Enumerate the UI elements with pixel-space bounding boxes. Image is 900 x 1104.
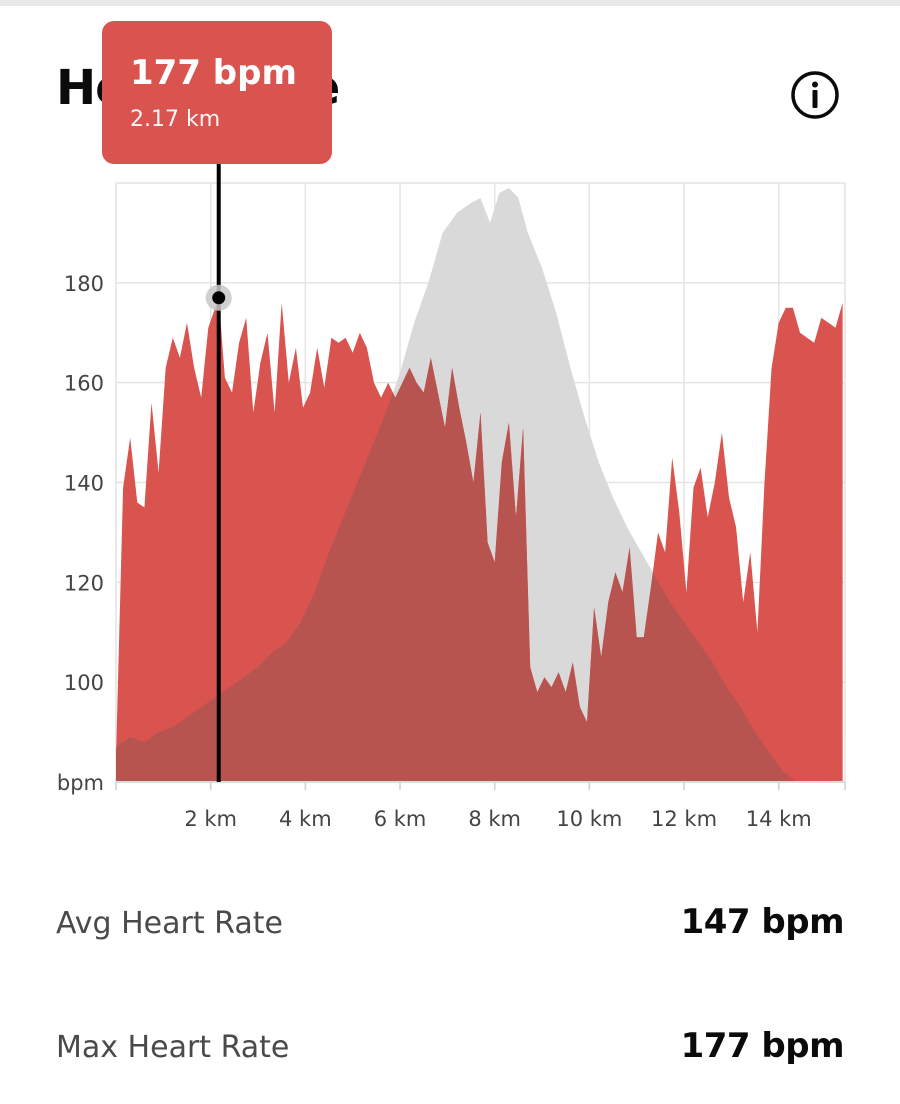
x-tick-label-3: 8 km xyxy=(468,807,521,831)
max-heart-rate-label: Max Heart Rate xyxy=(56,1030,290,1065)
value-tooltip: 177 bpm 2.17 km xyxy=(102,21,332,164)
x-tick-label-2: 6 km xyxy=(374,807,427,831)
info-button[interactable] xyxy=(790,70,840,120)
cursor-marker[interactable] xyxy=(212,291,226,305)
max-heart-rate-row: Max Heart Rate 177 bpm xyxy=(56,1020,845,1080)
y-tick-label-5: 180 xyxy=(64,272,104,296)
tooltip-distance: 2.17 km xyxy=(130,107,221,132)
x-tick-label-4: 10 km xyxy=(556,807,622,831)
info-circle-icon xyxy=(791,71,839,119)
avg-heart-rate-value: 147 bpm xyxy=(680,902,845,942)
y-tick-label-0: bpm xyxy=(57,771,104,795)
y-tick-label-1: 100 xyxy=(64,671,104,695)
heart-rate-chart[interactable]: 2 km 4 km 6 km 8 km 10 km 12 km 14 km bpm 100 12… xyxy=(0,0,900,860)
avg-heart-rate-label: Avg Heart Rate xyxy=(56,906,283,941)
y-axis-ticks: bpm 100 120 140 160 180 xyxy=(57,272,104,795)
x-tick-label-1: 4 km xyxy=(279,807,332,831)
x-axis-ticks: 2 km 4 km 6 km 8 km 10 km 12 km 14 km xyxy=(115,782,846,831)
x-tick-label-5: 12 km xyxy=(651,807,717,831)
y-tick-label-3: 140 xyxy=(64,472,104,496)
y-tick-label-4: 160 xyxy=(64,372,104,396)
max-heart-rate-value: 177 bpm xyxy=(680,1026,845,1066)
x-tick-label-6: 14 km xyxy=(746,807,812,831)
y-tick-label-2: 120 xyxy=(64,571,104,595)
tooltip-value: 177 bpm xyxy=(130,53,297,93)
avg-heart-rate-row: Avg Heart Rate 147 bpm xyxy=(56,896,845,956)
x-tick-label-0: 2 km xyxy=(184,807,237,831)
top-bar xyxy=(0,0,900,6)
